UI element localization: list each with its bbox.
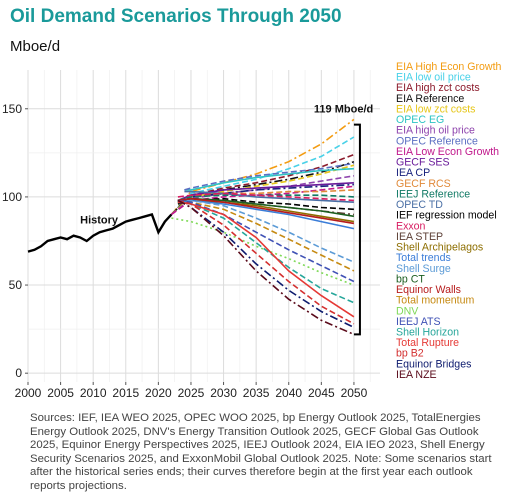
series-line-opec-reference: [184, 162, 355, 191]
legend-label-eia-high-zct-costs: EIA high zct costs: [396, 82, 480, 94]
series-line-eia-low-oil-price: [170, 136, 355, 216]
x-tick-label: 2035: [243, 386, 270, 400]
legend-label-gecf-rcs: GECF RCS: [396, 178, 451, 190]
legend-label-iea-step: IEA STEP: [396, 231, 443, 243]
y-tick-label: 0: [15, 366, 22, 380]
legend-label-eia-high-oil-price: EIA high oil price: [396, 125, 475, 137]
legend-label-ieej-reference: IEEJ Reference: [396, 188, 470, 200]
legend-label-eia-low-oil-price: EIA low oil price: [396, 72, 471, 84]
legend-label-total-momentum: Total momentum: [396, 295, 474, 307]
x-tick-label: 2020: [145, 386, 172, 400]
legend-label-opec-eg: OPEC EG: [396, 114, 444, 126]
sources-note: Sources: IEF, IEA WEO 2025, OPEC WOO 202…: [30, 412, 492, 492]
history-line: [27, 213, 173, 253]
series-line-exxon: [177, 192, 354, 202]
legend-label-shell-surge: Shell Surge: [396, 263, 451, 275]
series-line-equinor-bridges: [177, 199, 355, 329]
range-label: 119 Mboe/d: [314, 104, 373, 116]
grid-lines: [27, 70, 380, 382]
series-line-iea-nze: [177, 199, 355, 336]
legend-label-equinor-bridges: Equinor Bridges: [396, 358, 471, 370]
x-tick-label: 2045: [308, 386, 335, 400]
legend-label-equinor-walls: Equinor Walls: [396, 284, 461, 296]
legend-label-exxon: Exxon: [396, 220, 426, 232]
legend-label-bp-ct: bp CT: [396, 273, 425, 285]
legend-label-total-rupture: Total Rupture: [396, 337, 459, 349]
legend-label-eia-low-econ-growth: EIA Low Econ Growth: [396, 146, 499, 158]
x-tick-label: 2040: [275, 386, 302, 400]
series-line-bp-b2: [177, 199, 355, 325]
x-tick-label: 2025: [178, 386, 205, 400]
legend-label-opec-td: OPEC TD: [396, 199, 443, 211]
chart-title: Oil Demand Scenarios Through 2050: [10, 6, 342, 27]
y-tick-label: 100: [2, 190, 22, 204]
legend-label-gecf-ses: GECF SES: [396, 157, 450, 169]
legend-label-iea-nze: IEA NZE: [396, 369, 437, 381]
annotations: History 119 Mboe/d: [80, 104, 373, 336]
legend-label-bp-b2: bp B2: [396, 348, 424, 360]
history-line-group: [27, 213, 173, 253]
legend-label-ieej-ats: IEEJ ATS: [396, 316, 441, 328]
series-line-iea-cp: [177, 183, 354, 203]
y-tick-label: 150: [2, 102, 22, 116]
scenario-lines: [170, 118, 355, 336]
series-line-ieej-reference: [177, 194, 354, 202]
y-tick-label: 50: [9, 278, 23, 292]
series-line-eia-high-econ-growth: [170, 118, 355, 216]
legend-label-iea-cp: IEA CP: [396, 167, 430, 179]
legend-label-dnv: DNV: [396, 305, 419, 317]
legend-label-eia-reference: EIA Reference: [396, 93, 464, 105]
range-bracket: [353, 123, 361, 336]
series-line-dnv: [171, 217, 355, 286]
x-tick-label: 2000: [15, 386, 42, 400]
history-label: History: [80, 214, 119, 226]
legend-label-total-trends: Total trends: [396, 252, 451, 264]
x-tick-label: 2030: [210, 386, 237, 400]
x-tick-label: 2015: [112, 386, 139, 400]
x-tick-label: 2010: [80, 386, 107, 400]
legend-label-shell-archipelagos: Shell Archipelagos: [396, 242, 483, 254]
series-line-ieej-ats: [177, 199, 355, 283]
series-line-opec-td: [184, 190, 354, 203]
series-line-eia-high-oil-price: [170, 175, 355, 216]
x-tick-label: 2005: [47, 386, 74, 400]
legend-label-eia-low-zct-costs: EIA low zct costs: [396, 103, 475, 115]
series-line-opec-eg: [184, 167, 354, 191]
x-tick-label: 2050: [341, 386, 368, 400]
series-line-shell-surge: [177, 199, 355, 263]
oil-demand-chart: 2000 2005 2010 2015 2020 2025 2030 2035 2040 2045…: [2, 61, 502, 400]
series-line-equinor-walls: [177, 197, 355, 225]
series-line-eia-low-econ-growth: [170, 185, 354, 216]
y-axis-unit-label: Mboe/d: [10, 38, 61, 55]
legend-label-opec-reference: OPEC Reference: [396, 135, 478, 147]
legend-label-shell-horizon: Shell Horizon: [396, 327, 459, 339]
legend-label-eia-high-econ-growth: EIA High Econ Growth: [396, 61, 502, 73]
series-line-eia-low-zct-costs: [170, 164, 355, 216]
axes: 2000 2005 2010 2015 2020 2025 2030 2035 2040 2045…: [2, 102, 368, 400]
legend-label-ief-regression-model: IEF regression model: [396, 210, 497, 222]
